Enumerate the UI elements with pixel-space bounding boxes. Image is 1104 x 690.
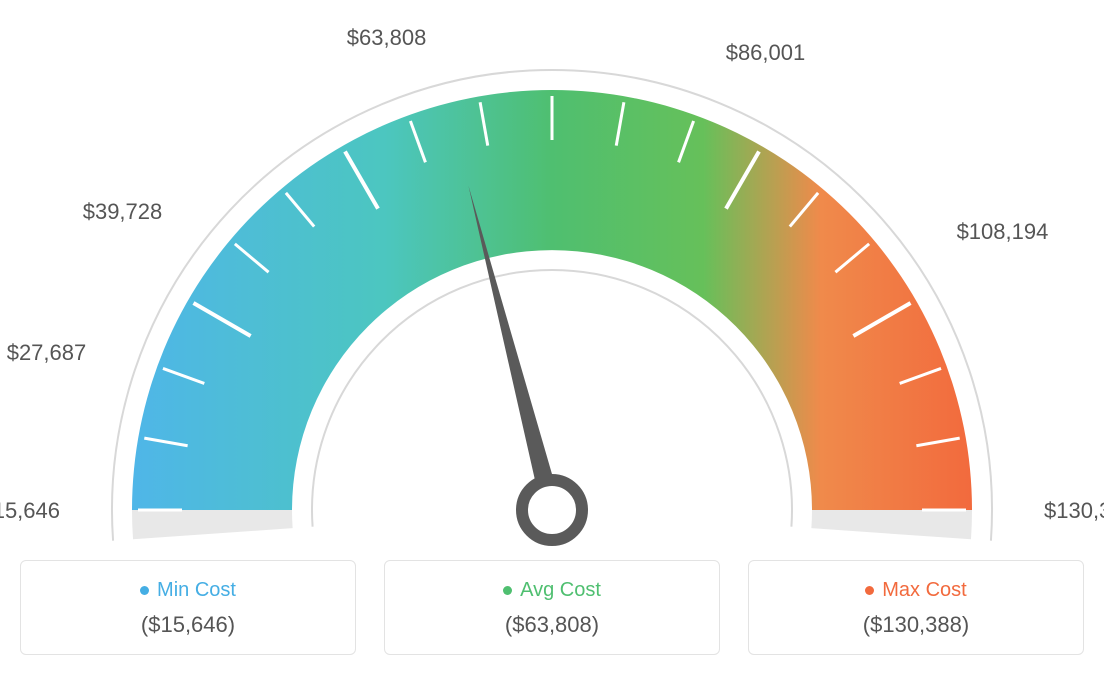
max-dot-icon — [865, 586, 874, 595]
max-cost-card: Max Cost ($130,388) — [748, 560, 1084, 655]
avg-cost-title: Avg Cost — [503, 579, 601, 602]
avg-cost-title-text: Avg Cost — [520, 579, 601, 602]
summary-row: Min Cost ($15,646) Avg Cost ($63,808) Ma… — [20, 560, 1084, 655]
min-dot-icon — [140, 586, 149, 595]
min-cost-title: Min Cost — [140, 579, 236, 602]
min-cost-value: ($15,646) — [31, 612, 345, 638]
gauge-svg — [20, 20, 1084, 560]
scale-label-5: $108,194 — [957, 219, 1049, 245]
scale-label-6: $130,388 — [1044, 498, 1104, 524]
scale-label-1: $27,687 — [7, 340, 87, 366]
max-cost-value: ($130,388) — [759, 612, 1073, 638]
scale-label-4: $86,001 — [726, 40, 806, 66]
avg-cost-card: Avg Cost ($63,808) — [384, 560, 720, 655]
min-cost-title-text: Min Cost — [157, 579, 236, 602]
max-cost-title-text: Max Cost — [882, 579, 966, 602]
avg-dot-icon — [503, 586, 512, 595]
scale-label-3: $63,808 — [347, 25, 427, 51]
scale-label-0: $15,646 — [0, 498, 60, 524]
max-cost-title: Max Cost — [865, 579, 966, 602]
scale-label-2: $39,728 — [83, 199, 163, 225]
cost-gauge: $15,646$27,687$39,728$63,808$86,001$108,… — [20, 20, 1084, 560]
min-cost-card: Min Cost ($15,646) — [20, 560, 356, 655]
avg-cost-value: ($63,808) — [395, 612, 709, 638]
